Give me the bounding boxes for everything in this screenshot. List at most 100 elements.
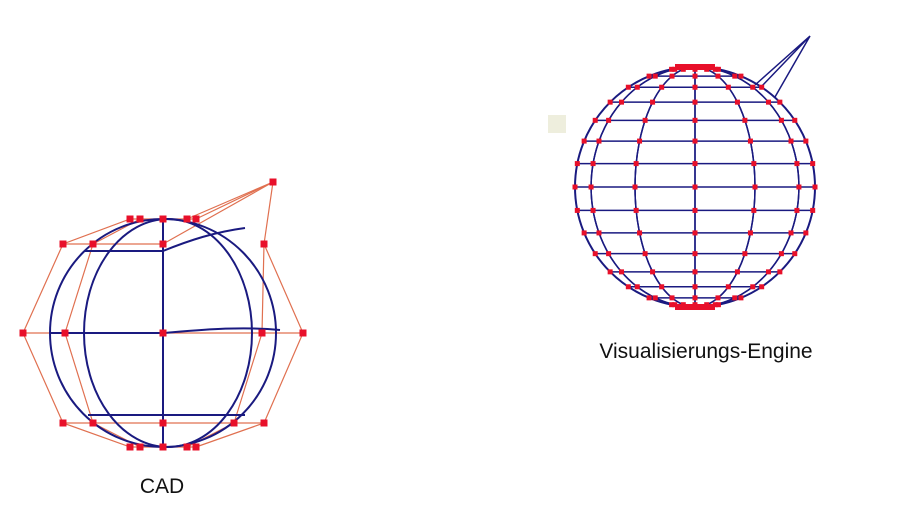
control-point [637, 230, 643, 236]
control-point [692, 117, 698, 123]
control-point [759, 284, 765, 290]
control-point [590, 161, 596, 167]
control-point [750, 284, 756, 290]
control-point [792, 251, 798, 257]
control-point [672, 302, 678, 308]
control-point [159, 419, 167, 427]
control-point [669, 66, 675, 72]
control-point [692, 184, 698, 190]
control-point [592, 251, 598, 257]
control-point [692, 138, 698, 144]
control-point [778, 117, 784, 123]
control-point [646, 73, 652, 79]
control-point [659, 284, 665, 290]
control-polygon [186, 243, 265, 448]
control-point [712, 66, 718, 72]
control-point [692, 251, 698, 257]
control-point [126, 215, 134, 223]
control-point [89, 240, 97, 248]
control-point [634, 284, 640, 290]
control-point [581, 138, 587, 144]
control-point [637, 138, 643, 144]
cad-label: CAD [139, 475, 185, 498]
control-point [778, 251, 784, 257]
control-point [812, 184, 818, 190]
control-point [788, 138, 794, 144]
control-point [634, 84, 640, 90]
control-point [669, 73, 675, 79]
control-point [619, 269, 625, 275]
control-point [725, 84, 731, 90]
control-point [19, 329, 27, 337]
control-point [777, 99, 783, 105]
control-point [803, 230, 809, 236]
control-point [159, 329, 167, 337]
control-point [738, 295, 744, 301]
control-point [732, 73, 738, 79]
control-point [777, 269, 783, 275]
control-point [794, 161, 800, 167]
control-point [646, 295, 652, 301]
control-point [692, 207, 698, 213]
control-point [669, 302, 675, 308]
control-point [588, 184, 594, 190]
control-point [192, 443, 200, 451]
control-point [625, 284, 631, 290]
control-point [750, 84, 756, 90]
control-point [183, 443, 191, 451]
antenna-lines [754, 35, 811, 98]
control-point [652, 295, 658, 301]
control-point [596, 230, 602, 236]
control-point [734, 269, 740, 275]
control-point [672, 66, 678, 72]
control-point [715, 302, 721, 308]
control-point [625, 84, 631, 90]
control-point [692, 99, 698, 105]
control-point [765, 99, 771, 105]
control-point [692, 269, 698, 275]
control-point [606, 117, 612, 123]
control-point [747, 230, 753, 236]
control-point [632, 184, 638, 190]
control-point [732, 295, 738, 301]
control-point [692, 230, 698, 236]
control-point [159, 215, 167, 223]
control-point [607, 99, 613, 105]
control-point [159, 443, 167, 451]
control-point [633, 161, 639, 167]
control-point [725, 284, 731, 290]
control-point [619, 99, 625, 105]
control-polygon [162, 181, 274, 245]
control-point [269, 178, 277, 186]
control-point [765, 269, 771, 275]
control-point [61, 329, 69, 337]
control-point [810, 161, 816, 167]
control-polygon [186, 181, 274, 220]
visualization-sphere-mesh [548, 35, 818, 310]
control-point [751, 207, 757, 213]
control-point [659, 84, 665, 90]
control-point [126, 443, 134, 451]
control-point [715, 295, 721, 301]
control-point [747, 138, 753, 144]
control-point [692, 84, 698, 90]
control-point [590, 207, 596, 213]
control-point [260, 240, 268, 248]
control-point [712, 302, 718, 308]
control-point [607, 269, 613, 275]
control-point [742, 117, 748, 123]
control-point [652, 73, 658, 79]
marker-square [548, 115, 566, 133]
control-point [692, 284, 698, 290]
control-point [299, 329, 307, 337]
control-point [89, 419, 97, 427]
control-point [183, 215, 191, 223]
control-point [751, 161, 757, 167]
control-point [159, 240, 167, 248]
control-point [738, 73, 744, 79]
control-point [692, 295, 698, 301]
pole-points [675, 304, 715, 310]
control-point [788, 230, 794, 236]
